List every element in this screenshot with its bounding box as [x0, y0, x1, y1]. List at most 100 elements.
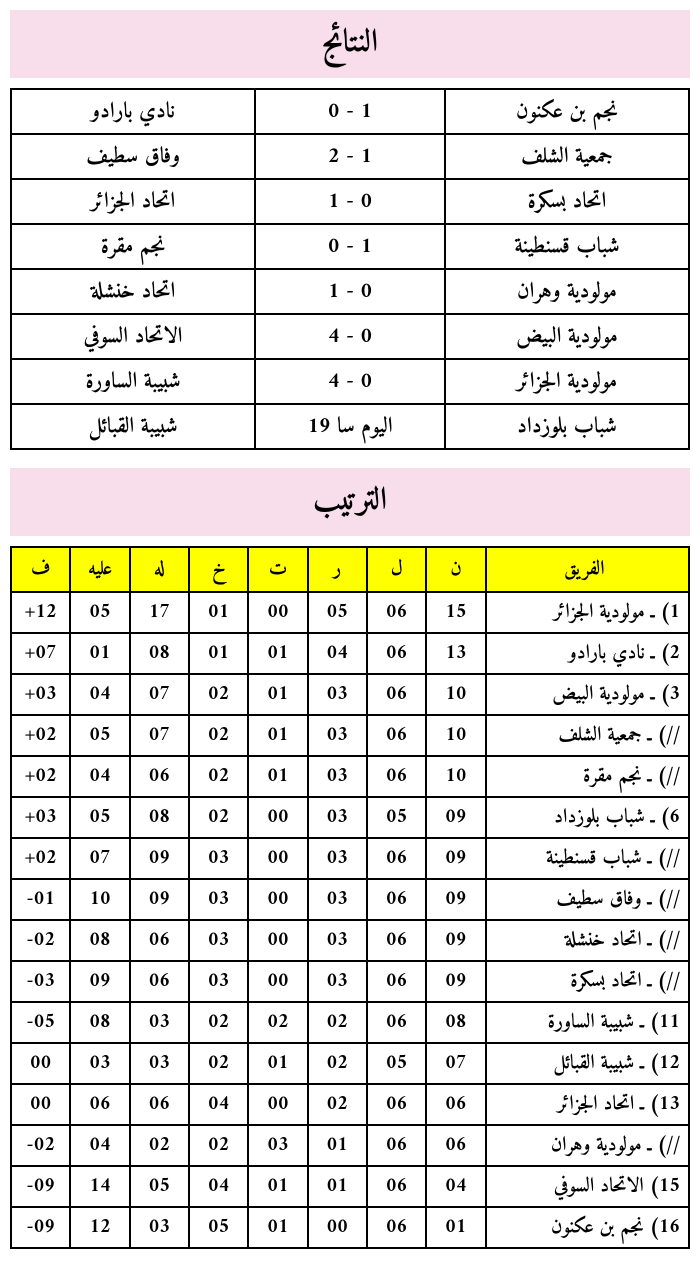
cell-l: 06: [367, 1207, 426, 1248]
cell-t: 00: [248, 920, 307, 961]
cell-n: 06: [426, 1084, 485, 1125]
cell-kh: 04: [189, 1166, 248, 1207]
team-name: //) ـ اتحاد بسكرة: [486, 961, 689, 1002]
cell-l: 06: [367, 961, 426, 1002]
cell-lh: 09: [130, 838, 189, 879]
away-team: اتحاد خنشلة: [11, 269, 255, 314]
team-name: 1) ـ مولودية الجزائر: [486, 592, 689, 633]
cell-t: 00: [248, 592, 307, 633]
cell-f: +02: [11, 838, 70, 879]
cell-lh: 08: [130, 633, 189, 674]
cell-kh: 01: [189, 592, 248, 633]
cell-alyh: 10: [70, 879, 129, 920]
col-f: ف: [11, 547, 70, 592]
cell-kh: 02: [189, 1043, 248, 1084]
cell-alyh: 04: [70, 674, 129, 715]
away-team: الاتحاد السوفي: [11, 314, 255, 359]
cell-l: 06: [367, 879, 426, 920]
results-row: نجم بن عكنون0 - 1نادي بارادو: [11, 89, 689, 134]
cell-alyh: 05: [70, 715, 129, 756]
cell-f: +03: [11, 797, 70, 838]
cell-n: 10: [426, 715, 485, 756]
standings-row: //) ـ شباب قسنطينة09060300030907+02: [11, 838, 689, 879]
cell-alyh: 09: [70, 961, 129, 1002]
cell-kh: 02: [189, 756, 248, 797]
cell-l: 06: [367, 592, 426, 633]
cell-kh: 01: [189, 633, 248, 674]
standings-header-row: الفريق ن ل ر ت خ له عليه ف: [11, 547, 689, 592]
cell-r: 03: [308, 838, 367, 879]
standings-row: 1) ـ مولودية الجزائر15060500011705+12: [11, 592, 689, 633]
cell-lh: 06: [130, 920, 189, 961]
cell-f: -03: [11, 961, 70, 1002]
cell-r: 04: [308, 633, 367, 674]
team-name: //) ـ وفاق سطيف: [486, 879, 689, 920]
cell-t: 01: [248, 1207, 307, 1248]
score: 4 - 0: [255, 359, 445, 404]
cell-r: 03: [308, 961, 367, 1002]
col-l: ل: [367, 547, 426, 592]
cell-l: 06: [367, 633, 426, 674]
cell-alyh: 03: [70, 1043, 129, 1084]
home-team: شباب قسنطينة: [445, 224, 689, 269]
cell-r: 03: [308, 797, 367, 838]
standings-row: //) ـ اتحاد بسكرة09060300030609-03: [11, 961, 689, 1002]
team-name: //) ـ شباب قسنطينة: [486, 838, 689, 879]
cell-n: 09: [426, 797, 485, 838]
away-team: شبيبة القبائل: [11, 404, 255, 449]
standings-row: 16) نجم بن عكنون01060001050312-09: [11, 1207, 689, 1248]
cell-r: 03: [308, 674, 367, 715]
cell-kh: 02: [189, 715, 248, 756]
cell-l: 05: [367, 797, 426, 838]
team-name: 2) ـ نادي بارادو: [486, 633, 689, 674]
cell-f: -05: [11, 1002, 70, 1043]
cell-kh: 03: [189, 961, 248, 1002]
cell-lh: 06: [130, 756, 189, 797]
cell-n: 10: [426, 674, 485, 715]
col-r: ر: [308, 547, 367, 592]
standings-row: 11) ـ شبيبة الساورة08060202020308-05: [11, 1002, 689, 1043]
standings-row: 13) ـ اتحاد الجزائر0606020004060600: [11, 1084, 689, 1125]
cell-alyh: 14: [70, 1166, 129, 1207]
away-team: اتحاد الجزائر: [11, 179, 255, 224]
cell-alyh: 12: [70, 1207, 129, 1248]
cell-n: 13: [426, 633, 485, 674]
results-row: شباب بلوزداداليوم سا 19شبيبة القبائل: [11, 404, 689, 449]
cell-l: 06: [367, 1166, 426, 1207]
results-row: جمعية الشلف2 - 1وفاق سطيف: [11, 134, 689, 179]
team-name: 12) ـ شبيبة القبائل: [486, 1043, 689, 1084]
cell-n: 04: [426, 1166, 485, 1207]
standings-row: //) ـ اتحاد خنشلة09060300030608-02: [11, 920, 689, 961]
cell-l: 06: [367, 1084, 426, 1125]
cell-alyh: 04: [70, 756, 129, 797]
standings-row: //) ـ وفاق سطيف09060300030910-01: [11, 879, 689, 920]
score: 0 - 1: [255, 89, 445, 134]
home-team: نجم بن عكنون: [445, 89, 689, 134]
team-name: 16) نجم بن عكنون: [486, 1207, 689, 1248]
standings-row: 3) ـ مولودية البيض10060301020704+03: [11, 674, 689, 715]
results-table: نجم بن عكنون0 - 1نادي بارادوجمعية الشلف2…: [10, 88, 690, 450]
col-n: ن: [426, 547, 485, 592]
cell-alyh: 06: [70, 1084, 129, 1125]
cell-l: 06: [367, 838, 426, 879]
score: 1 - 0: [255, 179, 445, 224]
score: 2 - 1: [255, 134, 445, 179]
cell-r: 00: [308, 1207, 367, 1248]
cell-t: 03: [248, 1125, 307, 1166]
cell-lh: 02: [130, 1125, 189, 1166]
results-row: مولودية وهران1 - 0اتحاد خنشلة: [11, 269, 689, 314]
cell-l: 06: [367, 674, 426, 715]
cell-f: +03: [11, 674, 70, 715]
cell-t: 01: [248, 674, 307, 715]
cell-f: -09: [11, 1207, 70, 1248]
cell-f: +02: [11, 756, 70, 797]
cell-l: 06: [367, 920, 426, 961]
cell-lh: 09: [130, 879, 189, 920]
cell-kh: 03: [189, 920, 248, 961]
cell-n: 06: [426, 1125, 485, 1166]
cell-l: 06: [367, 715, 426, 756]
team-name: //) ـ مولودية وهران: [486, 1125, 689, 1166]
home-team: شباب بلوزداد: [445, 404, 689, 449]
cell-f: +12: [11, 592, 70, 633]
cell-t: 01: [248, 633, 307, 674]
